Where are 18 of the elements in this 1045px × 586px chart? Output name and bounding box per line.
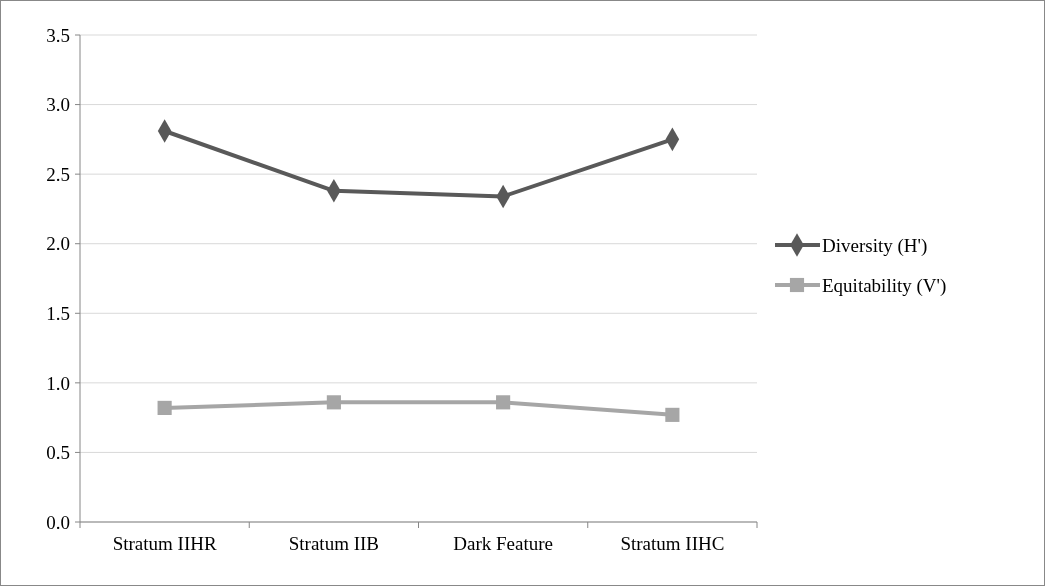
- y-tick-label: 0.5: [46, 442, 70, 464]
- y-tick-label: 2.0: [46, 233, 70, 255]
- y-tick-label: 2.5: [46, 163, 70, 185]
- x-tick-label: Stratum IIHC: [620, 533, 725, 554]
- point: [326, 395, 341, 410]
- x-tick-label: Stratum IIHR: [112, 533, 217, 554]
- y-tick-label: 1.0: [46, 372, 70, 394]
- y-tick-label: 1.5: [46, 302, 70, 324]
- point: [157, 400, 172, 415]
- legend-label: Equitability (V'): [822, 274, 947, 297]
- y-tick-label: 0.0: [46, 511, 70, 533]
- x-tick-label: Dark Feature: [453, 533, 553, 554]
- x-tick-label: Stratum IIB: [288, 533, 379, 554]
- point: [665, 407, 680, 422]
- legend-label: Diversity (H'): [822, 234, 928, 257]
- y-tick-label: 3.5: [46, 24, 70, 46]
- point: [496, 395, 511, 410]
- y-tick-label: 3.0: [46, 94, 70, 116]
